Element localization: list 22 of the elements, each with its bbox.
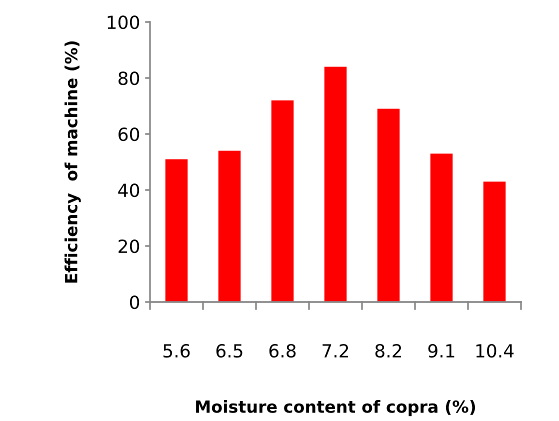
bar — [483, 182, 506, 302]
x-tick-label: 6.8 — [269, 344, 296, 358]
y-tick-label: 0 — [130, 295, 140, 310]
bar — [324, 66, 347, 302]
x-tick-label: 6.5 — [216, 344, 242, 358]
x-axis-title: Moisture content of copra (%) — [196, 400, 476, 416]
y-tick-label: 40 — [118, 183, 140, 198]
y-tick-label: 20 — [118, 239, 140, 254]
x-tick-label: 9.1 — [428, 344, 454, 358]
bar — [271, 100, 294, 302]
y-tick-label: 100 — [108, 15, 140, 30]
x-tick-label: 5.6 — [164, 344, 190, 358]
y-axis-title: Efficiency of machine (%) — [64, 41, 81, 283]
bar — [377, 108, 400, 302]
bar — [165, 159, 188, 302]
bar — [218, 150, 241, 302]
x-tick-label: 10.4 — [476, 344, 514, 358]
x-tick-label: 8.2 — [375, 344, 402, 358]
bar — [430, 154, 453, 302]
y-tick-label: 80 — [118, 71, 140, 86]
y-tick-label: 60 — [118, 127, 140, 142]
x-tick-label: 7.2 — [322, 344, 348, 358]
